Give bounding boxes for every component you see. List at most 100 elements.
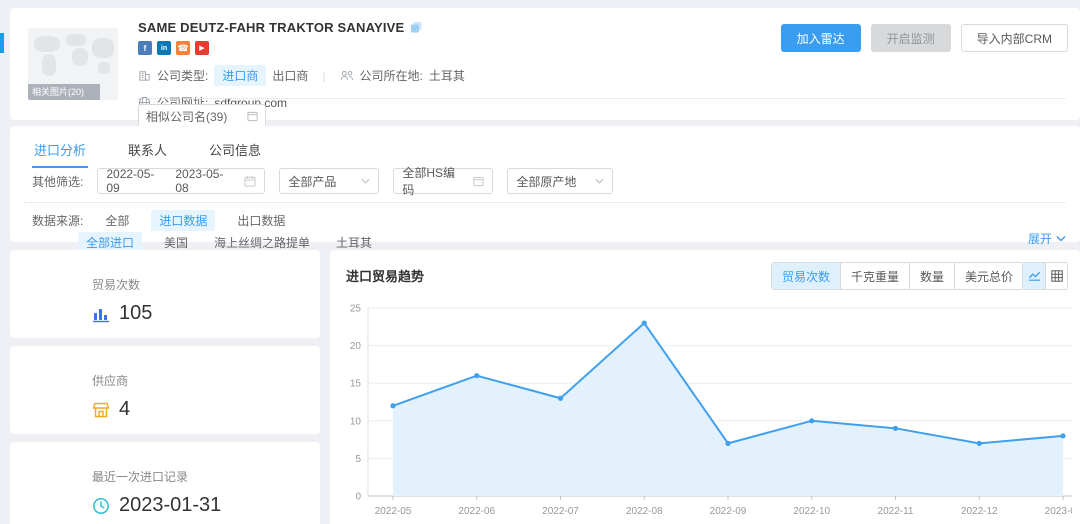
people-icon <box>340 70 353 80</box>
add-radar-button[interactable]: 加入雷达 <box>780 24 861 52</box>
company-header-card: 相关图片(20) SAME DEUTZ-FAHR TRAKTOR SANAYIV… <box>10 8 1080 128</box>
stat-label: 供应商 <box>92 374 129 388</box>
date-range-input[interactable]: 2022-05-09 2023-05-08 <box>97 167 266 195</box>
stat-card-trade-count: 贸易次数 105 <box>10 250 320 338</box>
view-toggle-line[interactable] <box>1023 263 1045 289</box>
svg-text:2023-01: 2023-01 <box>1045 506 1072 517</box>
trend-chart-svg: 0 5 10 15 20 25 2022-05 2022-06 2022-07 2022-08 20… <box>350 304 1072 517</box>
svg-text:10: 10 <box>350 416 362 427</box>
svg-text:0: 0 <box>355 492 361 503</box>
data-source-label: 数据来源: <box>32 214 84 228</box>
map-shape <box>34 36 60 52</box>
stat-value: 105 <box>119 302 153 324</box>
tab-contacts[interactable]: 联系人 <box>128 143 168 158</box>
sub-option-turkey[interactable]: 土耳其 <box>336 236 373 250</box>
stat-label: 最近一次进口记录 <box>92 470 189 484</box>
start-monitor-button[interactable]: 开启监测 <box>870 24 951 52</box>
table-icon <box>1050 270 1063 282</box>
metric-toggle-kg-weight[interactable]: 千克重量 <box>839 263 909 289</box>
shop-icon <box>92 402 110 417</box>
hs-code-value: 全部HS编码 <box>402 166 456 197</box>
import-crm-button[interactable]: 导入内部CRM <box>960 24 1068 52</box>
svg-text:2022-06: 2022-06 <box>458 506 495 517</box>
hs-code-input[interactable]: 全部HS编码 <box>393 166 494 197</box>
sub-option-usa[interactable]: 美国 <box>164 236 189 250</box>
metric-toggle-quantity[interactable]: 数量 <box>908 263 954 289</box>
importer-tag: 进口商 <box>214 65 267 86</box>
svg-text:2022-11: 2022-11 <box>878 506 914 517</box>
date-start: 2022-05-09 <box>106 167 155 195</box>
svg-text:20: 20 <box>350 341 362 352</box>
svg-text:2022-07: 2022-07 <box>542 506 579 517</box>
view-toggle-group <box>1022 262 1068 290</box>
product-select-value: 全部产品 <box>288 174 337 189</box>
data-source-subrow: 全部进口 美国 海上丝绸之路提单 土耳其 <box>78 232 376 253</box>
metric-toggle-group: 贸易次数 千克重量 数量 美元总价 <box>770 262 1024 290</box>
tab-import-analysis[interactable]: 进口分析 <box>32 132 89 168</box>
stat-value: 4 <box>119 398 131 420</box>
tab-bar: 进口分析 联系人 公司信息 <box>32 132 263 168</box>
svg-text:2022-08: 2022-08 <box>626 506 663 517</box>
map-shape <box>92 38 114 58</box>
svg-text:2022-10: 2022-10 <box>793 506 830 517</box>
filter-label: 其他筛选: <box>32 174 84 189</box>
building-icon <box>139 71 150 81</box>
date-end: 2023-05-08 <box>175 167 224 195</box>
sub-option-all-import[interactable]: 全部进口 <box>78 232 143 253</box>
copy-icon[interactable] <box>410 21 423 34</box>
tab-company-info[interactable]: 公司信息 <box>209 143 262 158</box>
origin-select-value: 全部原产地 <box>516 174 577 189</box>
dotted-divider <box>138 98 1066 99</box>
map-shape <box>72 48 88 66</box>
map-shape <box>66 34 86 46</box>
svg-text:2022-05: 2022-05 <box>375 506 412 517</box>
metric-toggle-trade-count[interactable]: 贸易次数 <box>771 263 840 289</box>
filter-row: 其他筛选: 2022-05-09 2023-05-08 全部产品 全部HS编码 <box>32 166 614 197</box>
facebook-icon[interactable]: f <box>138 41 152 55</box>
chevron-down-icon <box>1056 236 1066 242</box>
phone-icon[interactable]: ☎ <box>176 41 190 55</box>
company-type-label: 公司类型: <box>157 69 209 83</box>
youtube-icon[interactable]: ▶ <box>195 41 209 55</box>
option-export-data[interactable]: 出口数据 <box>237 214 286 228</box>
svg-text:2022-12: 2022-12 <box>961 506 998 517</box>
similar-companies-select[interactable]: 相似公司名(39) <box>138 104 266 128</box>
dotted-divider <box>24 202 1066 203</box>
related-images-thumb[interactable]: 相关图片(20) <box>28 28 118 100</box>
window-icon <box>473 176 484 186</box>
related-images-label: 相关图片(20) <box>28 84 100 100</box>
stat-value: 2023-01-31 <box>119 494 222 516</box>
svg-text:2022-09: 2022-09 <box>710 506 747 517</box>
stat-label: 贸易次数 <box>92 278 141 292</box>
expand-link[interactable]: 展开 <box>1028 230 1066 247</box>
company-name: SAME DEUTZ-FAHR TRAKTOR SANAYIVE <box>138 20 405 35</box>
product-select[interactable]: 全部产品 <box>279 168 380 194</box>
analysis-card: 进口分析 联系人 公司信息 其他筛选: 2022-05-09 2023-05-0… <box>10 126 1080 253</box>
clock-icon <box>93 497 109 514</box>
stat-card-last-import: 最近一次进口记录 2023-01-31 <box>10 442 320 524</box>
window-icon <box>247 111 258 121</box>
chart-panel: 进口贸易趋势 贸易次数 千克重量 数量 美元总价 0 5 10 15 20 25 2022-… <box>330 250 1080 524</box>
chart-title: 进口贸易趋势 <box>346 269 425 284</box>
divider: | <box>322 68 326 83</box>
sub-option-maritime-silk-road[interactable]: 海上丝绸之路提单 <box>214 236 311 250</box>
option-all[interactable]: 全部 <box>105 214 130 228</box>
line-chart-icon <box>1028 271 1040 281</box>
view-toggle-table[interactable] <box>1045 263 1067 289</box>
location-label: 公司所在地: <box>359 69 423 83</box>
metric-toggle-usd-total[interactable]: 美元总价 <box>953 263 1023 289</box>
expand-label: 展开 <box>1027 232 1052 246</box>
origin-select[interactable]: 全部原产地 <box>507 168 614 194</box>
bar-chart-icon <box>93 308 109 322</box>
calendar-icon <box>244 175 256 187</box>
svg-text:15: 15 <box>350 379 362 390</box>
svg-text:25: 25 <box>350 304 362 315</box>
location-value: 土耳其 <box>428 69 465 83</box>
option-import-data[interactable]: 进口数据 <box>151 210 216 231</box>
map-shape <box>98 62 110 74</box>
data-source-row: 数据来源: 全部 进口数据 出口数据 <box>32 210 289 231</box>
svg-text:5: 5 <box>355 454 361 465</box>
scroll-indicator[interactable] <box>0 33 4 53</box>
linkedin-icon[interactable]: in <box>157 41 171 55</box>
chevron-down-icon <box>361 178 370 184</box>
